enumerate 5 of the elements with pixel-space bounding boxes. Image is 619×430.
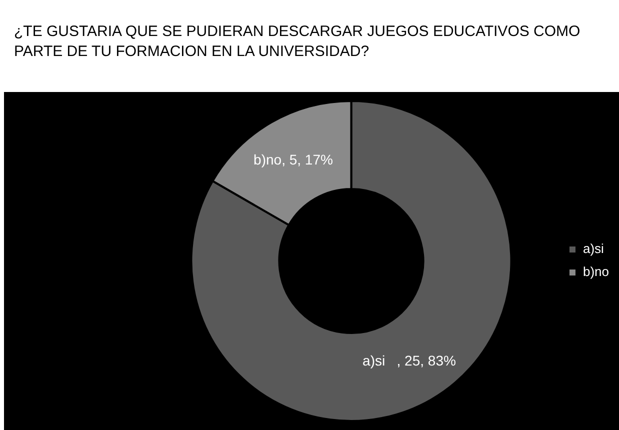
chart-title: ¿TE GUSTARIA QUE SE PUDIERAN DESCARGAR JUEGOS EDUCATIVOS COMO PARTE DE TU FORMACION EN LA UNIVERSIDAD? <box>14 22 582 62</box>
legend-label: b)no <box>582 264 610 280</box>
legend-label: a)si <box>582 241 604 256</box>
data-label: a)si , 25, 83% <box>362 352 456 368</box>
data-label: b)no, 5, 17% <box>254 151 333 168</box>
